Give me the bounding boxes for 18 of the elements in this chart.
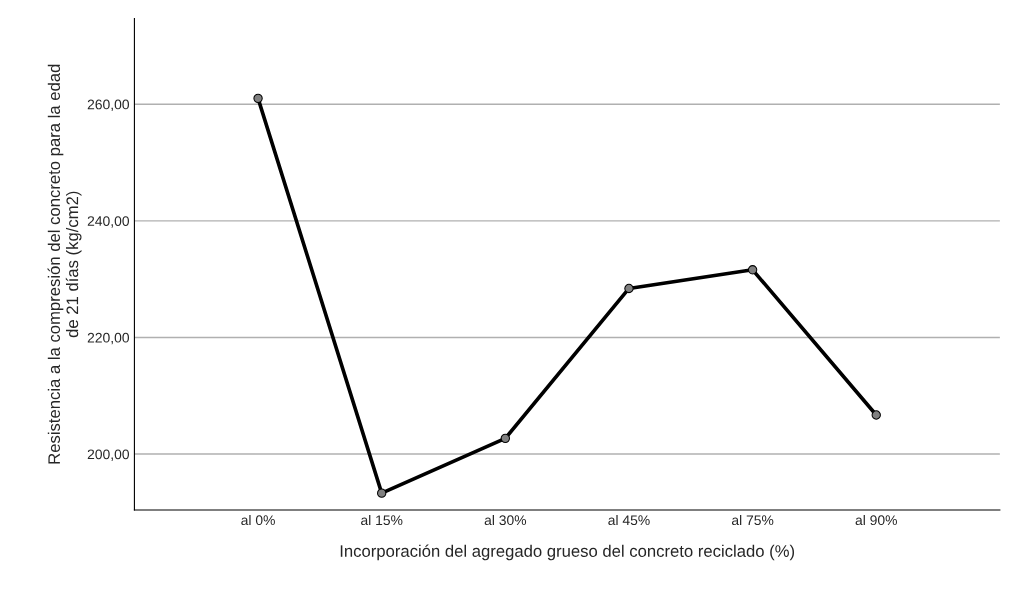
x-tick-label: al 0% [241, 514, 275, 526]
y-tick-label: 260,00 [87, 99, 130, 112]
y-tick-label: 240,00 [87, 216, 130, 228]
x-tick-label: al 15% [361, 514, 403, 526]
point [377, 488, 387, 498]
x-tick-label: al 30% [484, 514, 527, 526]
y-axis-title: Resistencia a la compresión del concreto para la edad de 21 días (kg/cm2) [47, 64, 82, 464]
x-tick-label: al 75% [731, 514, 774, 526]
x-axis-title: Incorporación del agregado grueso del concreto reciclado (%) [340, 544, 795, 561]
x-tick-label: al 90% [855, 514, 897, 526]
point [747, 265, 758, 275]
point [500, 433, 511, 444]
point [253, 93, 263, 104]
x-tick-label: al 45% [608, 514, 650, 526]
point [871, 410, 881, 420]
point [624, 283, 634, 294]
y-tick-label: 200,00 [87, 449, 130, 461]
y-tick-label: 220,00 [87, 332, 130, 345]
